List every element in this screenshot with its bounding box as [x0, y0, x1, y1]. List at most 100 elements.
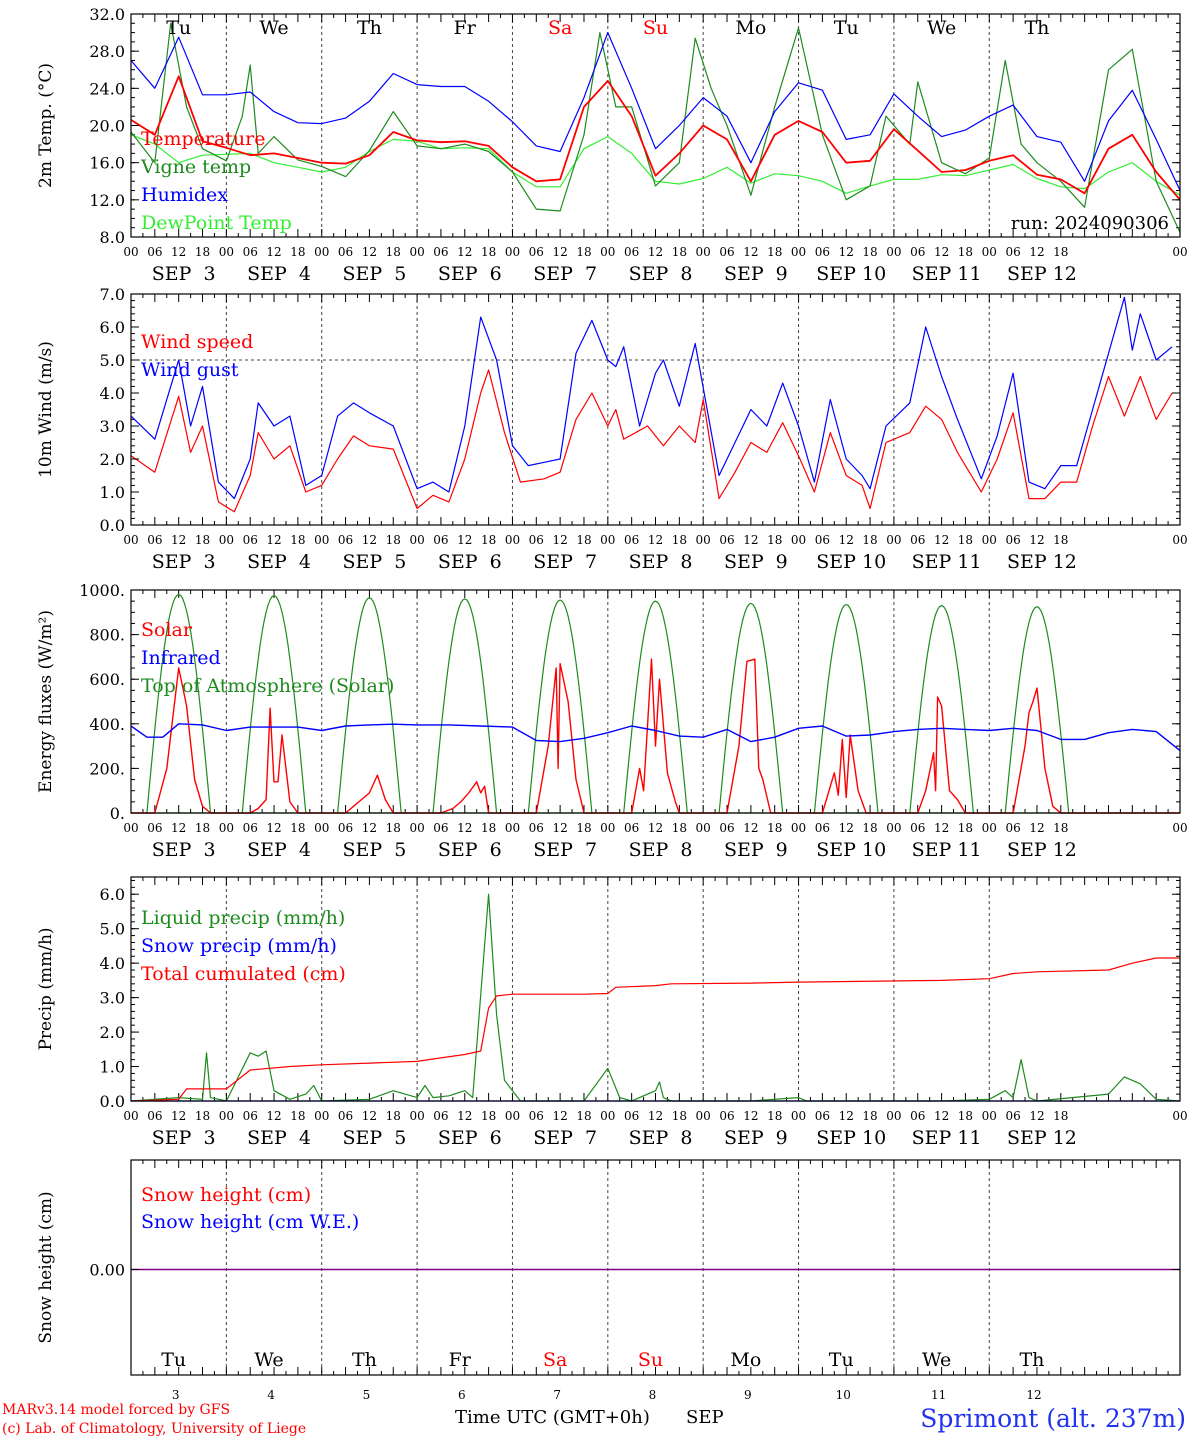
date-label: SEP 11 — [912, 839, 982, 861]
date-label: SEP 10 — [816, 1127, 886, 1149]
hour-tick-label: 18 — [767, 1109, 782, 1123]
hour-tick-label: 06 — [243, 533, 258, 547]
weekday-label-top: We — [259, 17, 288, 39]
hour-tick-label: 06 — [815, 245, 830, 259]
x-axis-label: Time UTC (GMT+0h) — [455, 1407, 650, 1428]
hour-tick-label: 18 — [386, 1109, 401, 1123]
date-label: SEP 6 — [438, 551, 502, 573]
day-number-label: 9 — [744, 1388, 752, 1402]
legend-snow-height-cm: Snow height (cm) — [141, 1184, 311, 1206]
hour-tick-label: 00 — [791, 821, 806, 835]
date-label: SEP 4 — [247, 551, 311, 573]
hour-tick-label: 00 — [600, 245, 615, 259]
hour-tick-label: 00 — [791, 245, 806, 259]
y-tick-label: 5.0 — [100, 351, 125, 370]
y-tick-label: 200. — [89, 759, 125, 778]
weekday-label-top: Mo — [735, 17, 766, 39]
y-tick-label: 800. — [89, 626, 125, 645]
y-axis-label: Precip (mm/h) — [36, 927, 56, 1050]
hour-tick-label: 18 — [195, 245, 210, 259]
hour-tick-label: 00 — [982, 533, 997, 547]
hour-tick-label: 18 — [481, 245, 496, 259]
hour-tick-label: 06 — [338, 245, 353, 259]
date-label: SEP 8 — [629, 551, 693, 573]
hour-tick-label: 00 — [505, 1109, 520, 1123]
date-label: SEP 10 — [816, 839, 886, 861]
day-number-label: 12 — [1026, 1388, 1041, 1402]
hour-tick-label: 06 — [433, 1109, 448, 1123]
hour-tick-label: 06 — [624, 533, 639, 547]
hour-tick-label: 18 — [958, 1109, 973, 1123]
hour-tick-label: 00 — [505, 245, 520, 259]
hour-tick-label: 18 — [481, 533, 496, 547]
y-tick-label: 7.0 — [100, 285, 125, 304]
hour-tick-label: 18 — [576, 533, 591, 547]
lab-credit: (c) Lab. of Climatology, University of L… — [2, 1421, 306, 1437]
hour-tick-label: 06 — [529, 533, 544, 547]
hour-tick-label: 06 — [147, 821, 162, 835]
run-annotation: run: 2024090306 — [1011, 213, 1169, 234]
y-tick-label: 2.0 — [100, 450, 125, 469]
weekday-label-top: Su — [643, 17, 668, 39]
date-label: SEP 9 — [724, 839, 788, 861]
weekday-label-top: We — [927, 17, 956, 39]
hour-tick-label: 12 — [266, 245, 281, 259]
y-tick-label: 16.0 — [89, 154, 125, 173]
hour-tick-label: 06 — [338, 1109, 353, 1123]
weekday-label-bottom: Mo — [730, 1349, 761, 1371]
hour-tick-label: 06 — [815, 1109, 830, 1123]
date-label: SEP 10 — [816, 263, 886, 285]
y-tick-label: 600. — [89, 670, 125, 689]
hour-tick-label: 18 — [576, 1109, 591, 1123]
hour-tick-label: 12 — [934, 821, 949, 835]
hour-tick-label: 00 — [409, 1109, 424, 1123]
legend-temperature: Temperature — [141, 128, 265, 150]
hour-tick-label: 00 — [1172, 245, 1187, 259]
hour-tick-label: 06 — [147, 245, 162, 259]
hour-tick-label: 12 — [1029, 245, 1044, 259]
legend-snow-height-cm-w-e: Snow height (cm W.E.) — [141, 1211, 359, 1233]
hour-tick-label: 18 — [195, 821, 210, 835]
hour-tick-label: 18 — [1053, 1109, 1068, 1123]
hour-tick-label: 06 — [719, 533, 734, 547]
legend-liquid-precip-mm-h: Liquid precip (mm/h) — [141, 907, 345, 929]
hour-tick-label: 00 — [791, 1109, 806, 1123]
day-number-label: 11 — [931, 1388, 946, 1402]
y-tick-label: 0. — [110, 804, 125, 823]
hour-tick-label: 12 — [1029, 1109, 1044, 1123]
hour-tick-label: 06 — [338, 821, 353, 835]
y-tick-label: 6.0 — [100, 885, 125, 904]
hour-tick-label: 06 — [529, 1109, 544, 1123]
date-label: SEP 4 — [247, 1127, 311, 1149]
hour-tick-label: 12 — [648, 245, 663, 259]
series-infrared — [130, 723, 1181, 752]
hour-tick-label: 18 — [958, 245, 973, 259]
hour-tick-label: 00 — [123, 245, 138, 259]
hour-tick-label: 06 — [1005, 533, 1020, 547]
y-axis-label: Energy fluxes (W/m²) — [36, 610, 56, 793]
hour-tick-label: 12 — [934, 245, 949, 259]
y-tick-label: 20.0 — [89, 117, 125, 136]
hour-tick-label: 00 — [696, 245, 711, 259]
hour-tick-label: 00 — [886, 1109, 901, 1123]
plot-frame — [130, 876, 1181, 1102]
y-tick-label: 24.0 — [89, 79, 125, 98]
hour-tick-label: 12 — [457, 533, 472, 547]
hour-tick-label: 06 — [719, 1109, 734, 1123]
hour-tick-label: 18 — [862, 1109, 877, 1123]
hour-tick-label: 12 — [743, 1109, 758, 1123]
date-label: SEP 10 — [816, 551, 886, 573]
hour-tick-label: 12 — [266, 533, 281, 547]
plot-frame — [130, 589, 1181, 814]
weekday-label-bottom: Th — [352, 1349, 377, 1371]
date-label: SEP 5 — [342, 551, 406, 573]
weekday-label-top: Fr — [454, 17, 477, 39]
date-label: SEP 5 — [342, 1127, 406, 1149]
hour-tick-label: 00 — [219, 533, 234, 547]
weekday-label-bottom: Su — [638, 1349, 663, 1371]
hour-tick-label: 18 — [481, 821, 496, 835]
date-label: SEP 11 — [912, 551, 982, 573]
date-label: SEP 4 — [247, 263, 311, 285]
series-liquid-precip-mm-h — [130, 893, 1181, 1102]
